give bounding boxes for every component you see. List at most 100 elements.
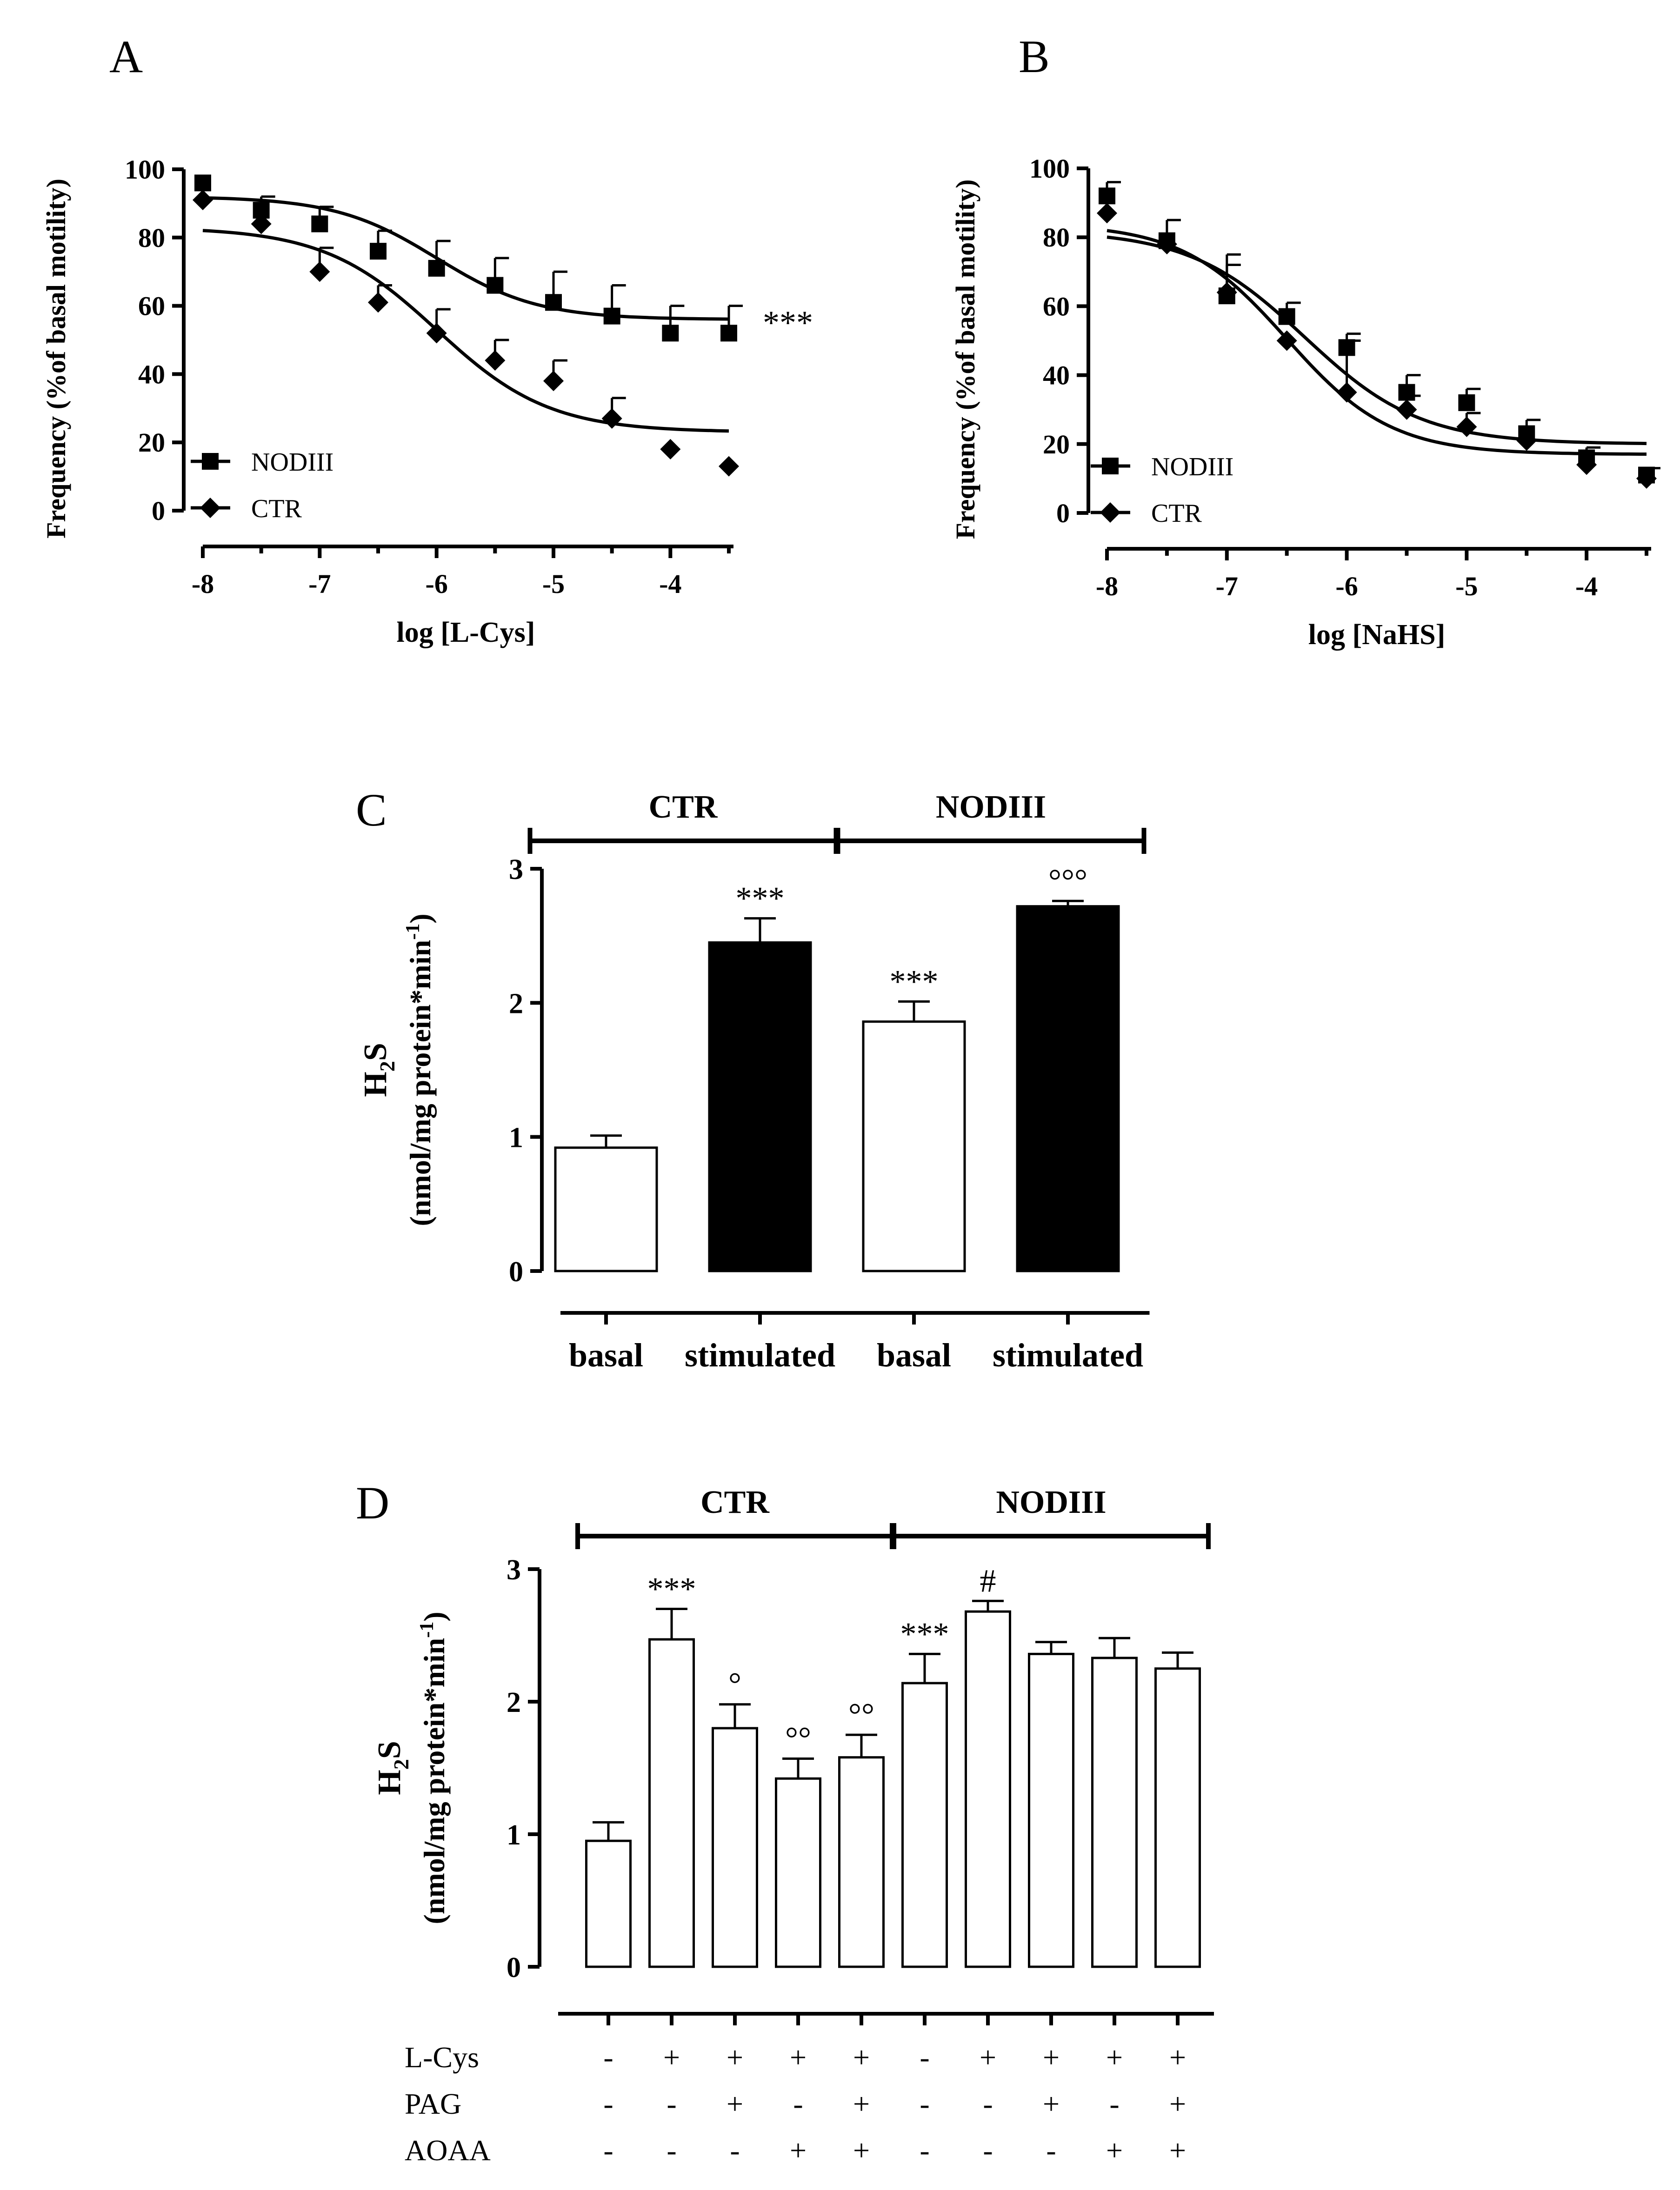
- data-point-ctr: [601, 408, 622, 429]
- legend-label: CTR: [251, 494, 302, 523]
- y-tick-label: 0: [1056, 498, 1070, 528]
- panel-a-chart: 0 20 40 60 80 100 -8 -7 -6 -5 -4 log [L-Cys] Frequen…: [41, 154, 813, 648]
- data-point-nodiii: [720, 325, 737, 342]
- significance-annotation: #: [980, 1563, 996, 1599]
- data-point-ctr: [368, 292, 388, 313]
- bar: [901, 1682, 948, 1968]
- panel-c-chart: 0 1 2 3 H2S (nmol/mg protein*min-1) *** *** °°° C…: [358, 789, 1150, 1374]
- bar: [862, 1020, 966, 1272]
- treatment-label: L-Cys: [405, 2041, 479, 2074]
- bar: [648, 1638, 695, 1968]
- x-tick-label: -5: [1455, 571, 1478, 601]
- data-point-ctr: [1216, 282, 1237, 303]
- data-point-ctr: [1336, 382, 1357, 403]
- data-point-ctr: [485, 350, 506, 371]
- panel-letter-b: B: [1019, 31, 1050, 82]
- x-tick-label: -7: [1216, 571, 1238, 601]
- y-axis-label: Frequency (%of basal motility): [950, 180, 980, 539]
- data-point-ctr: [193, 190, 213, 211]
- x-tick-label: -5: [542, 569, 565, 599]
- data-point-ctr: [719, 456, 739, 477]
- x-category-label: basal: [877, 1337, 951, 1374]
- panel-b-chart: 0 20 40 60 80 100 -8 -7 -6 -5 -4 log [NaHS] Frequenc…: [950, 153, 1660, 651]
- y-tick-label: 60: [1043, 291, 1070, 321]
- group-label: CTR: [700, 1484, 770, 1520]
- legend-marker-diamond: [200, 498, 220, 518]
- data-point-ctr: [1456, 416, 1477, 437]
- treatment-mark: +: [853, 2087, 870, 2120]
- treatment-mark: +: [853, 2041, 870, 2074]
- bar: [775, 1777, 821, 1968]
- treatment-mark: +: [790, 2041, 807, 2074]
- y-tick-label: 20: [1043, 429, 1070, 459]
- significance-annotation: °°°: [1048, 863, 1087, 899]
- treatment-mark: -: [603, 2134, 613, 2167]
- y-axis-label-units: (nmol/mg protein*min-1): [416, 1611, 451, 1924]
- y-tick-label: 0: [152, 496, 165, 526]
- bar: [965, 1610, 1011, 1968]
- y-tick-label: 1: [509, 1122, 523, 1154]
- treatment-mark: -: [603, 2087, 613, 2120]
- bar: [708, 941, 812, 1272]
- data-point-ctr: [543, 371, 564, 392]
- y-tick-label: 3: [509, 854, 523, 885]
- y-axis-label-h2s: H2S: [372, 1741, 413, 1795]
- treatment-mark: +: [1169, 2134, 1186, 2167]
- data-point-ctr: [309, 261, 330, 282]
- bar: [585, 1839, 632, 1968]
- group-label: CTR: [649, 789, 718, 825]
- x-tick-label: -4: [659, 569, 681, 599]
- y-tick-label: 40: [138, 359, 165, 389]
- y-tick-label: 100: [1029, 153, 1070, 184]
- treatment-mark: -: [920, 2134, 929, 2167]
- data-point-nodiii: [662, 325, 679, 342]
- panel-letter-d: D: [356, 1477, 389, 1529]
- treatment-mark: +: [1106, 2134, 1123, 2167]
- y-tick-label: 100: [125, 154, 165, 185]
- data-point-nodiii: [428, 260, 445, 277]
- y-tick-label: 1: [507, 1819, 521, 1851]
- panel-letter-c: C: [356, 784, 387, 836]
- treatment-mark: +: [790, 2134, 807, 2167]
- data-point-ctr: [1636, 468, 1657, 489]
- legend-marker-square: [1102, 458, 1119, 474]
- group-label: NODIII: [936, 789, 1046, 825]
- significance-annotation: °°: [848, 1697, 874, 1733]
- legend-marker-diamond: [1100, 502, 1120, 523]
- y-axis-label: Frequency (%of basal motility): [41, 179, 71, 539]
- y-tick-label: 3: [507, 1554, 521, 1586]
- y-axis-label-h2s: H2S: [358, 1043, 399, 1097]
- data-point-nodiii: [545, 294, 562, 311]
- significance-annotation: ***: [736, 881, 785, 917]
- data-point-nodiii: [1278, 308, 1295, 325]
- treatment-mark: -: [920, 2041, 929, 2074]
- legend-marker-square: [202, 453, 219, 470]
- bar: [838, 1756, 885, 1968]
- y-tick-label: 0: [509, 1256, 523, 1288]
- treatment-mark: -: [983, 2087, 993, 2120]
- bar: [554, 1146, 658, 1272]
- treatment-mark: -: [667, 2134, 676, 2167]
- bar: [1016, 905, 1120, 1272]
- bar: [1028, 1652, 1074, 1968]
- treatment-mark: -: [730, 2134, 740, 2167]
- bar: [1154, 1667, 1201, 1968]
- legend-label: NODIII: [251, 448, 333, 477]
- treatment-mark: +: [1106, 2041, 1123, 2074]
- y-tick-label: 80: [138, 223, 165, 253]
- significance-annotation: ***: [900, 1616, 949, 1652]
- legend-label: NODIII: [1151, 453, 1233, 481]
- group-label: NODIII: [996, 1484, 1106, 1520]
- data-point-nodiii: [1099, 187, 1115, 205]
- treatment-mark: +: [853, 2134, 870, 2167]
- data-point-ctr: [1576, 454, 1597, 475]
- significance-annotation: ***: [647, 1571, 696, 1607]
- x-tick-label: -6: [426, 569, 448, 599]
- data-point-ctr: [426, 323, 447, 344]
- x-category-label: stimulated: [993, 1337, 1143, 1374]
- x-axis-label: log [L-Cys]: [397, 617, 535, 648]
- y-tick-label: 80: [1043, 222, 1070, 253]
- data-point-nodiii: [311, 215, 328, 233]
